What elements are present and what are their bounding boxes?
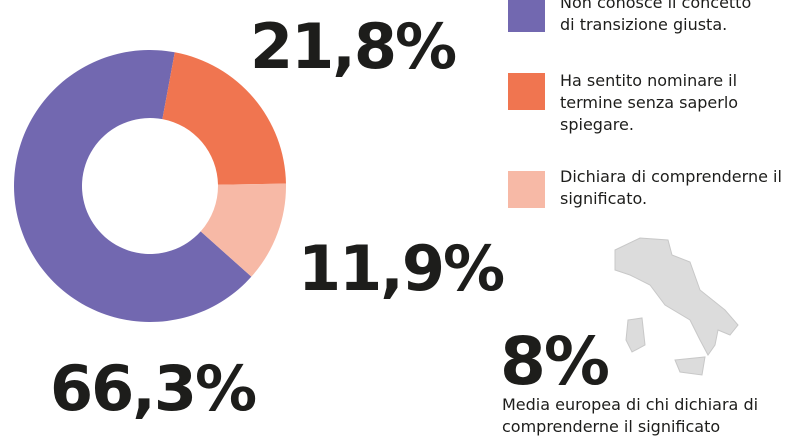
legend-swatch: [508, 171, 545, 208]
value-label: 66,3%: [50, 352, 256, 425]
value-label: 21,8%: [250, 10, 456, 83]
legend-swatch: [508, 0, 545, 32]
donut-segment: [14, 49, 252, 322]
legend-label: Dichiara di comprenderne il significato.: [560, 167, 782, 208]
donut-segment: [162, 52, 286, 185]
legend-swatch: [508, 73, 545, 110]
value-label: 11,9%: [298, 232, 504, 305]
italy-map: [614, 237, 739, 376]
donut-segment: [200, 183, 286, 277]
annotation-value: 8%: [500, 323, 609, 400]
legend-label: Non conosce il concetto di transizione g…: [560, 0, 752, 34]
legend-label: Ha sentito nominare il termine senza sap…: [560, 71, 739, 134]
annotation-text: Media europea di chi dichiara di compren…: [502, 395, 759, 436]
